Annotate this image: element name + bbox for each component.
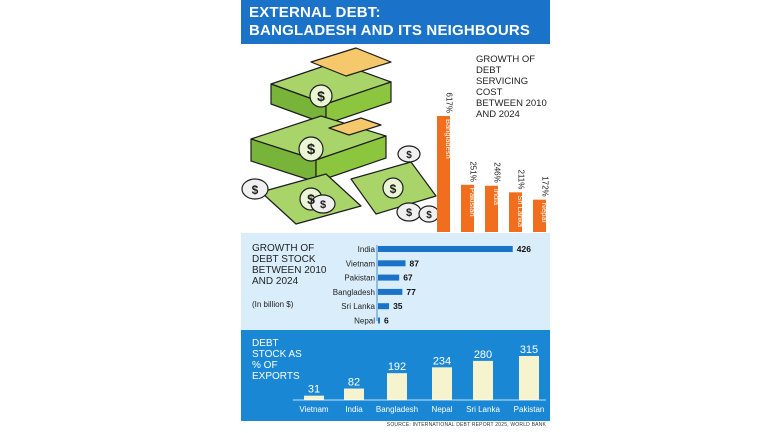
value-label-india: 82 (348, 377, 360, 389)
debt-stock-chart-title: GROWTH OF DEBT STOCK BETWEEN 2010 AND 20… (252, 243, 327, 287)
category-label-bangladesh: Bangladesh (333, 288, 375, 297)
title-bar: EXTERNAL DEBT: BANGLADESH AND ITS NEIGHB… (241, 0, 550, 44)
svg-text:$: $ (426, 210, 432, 221)
debt-exports-section: DEBT STOCK AS % OF EXPORTS 31 Vietnam 82 In… (241, 330, 550, 421)
svg-text:$: $ (320, 199, 326, 211)
debt-exports-chart-title: DEBT STOCK AS % OF EXPORTS (252, 338, 302, 382)
value-label-bangladesh: 77 (406, 287, 416, 297)
category-label-bangladesh: Bangladesh (376, 405, 418, 414)
value-label-india: 426 (517, 244, 531, 254)
bar-vietnam (304, 395, 324, 400)
bar-sri-lanka (378, 303, 390, 310)
bar-vietnam (378, 260, 406, 267)
value-label-bangladesh: 192 (388, 361, 406, 373)
bar-pakistan (378, 274, 400, 281)
category-label-nepal: Nepal (354, 317, 375, 326)
category-label-india: India (345, 405, 363, 414)
debt-servicing-chart-title: GROWTH OF DEBT SERVICING COST BETWEEN 20… (476, 54, 547, 120)
category-label: Sri Lanka (516, 195, 525, 228)
bar-sri-lanka (473, 360, 493, 400)
debt-exports-bar-chart: 31 Vietnam 82 India 192 Bangladesh 234 Nepal 280… (293, 344, 546, 414)
title-line-1: EXTERNAL DEBT: (249, 4, 381, 21)
bar-bangladesh (387, 373, 407, 400)
title-line-2: BANGLADESH AND ITS NEIGHBOURS (249, 22, 531, 39)
debt-servicing-bar-chart: Bangladesh 617% Pakistan 251% India 246% Sri L… (437, 93, 550, 232)
svg-text:$: $ (406, 207, 412, 219)
source-bar: SOURCE: INTERNATIONAL DEBT REPORT 2025, … (241, 421, 550, 433)
category-label: Nepal (540, 203, 549, 223)
debt-stock-bar-chart: India 426 Vietnam 87 Pakistan 67 Bangladesh 77 S… (333, 244, 531, 326)
category-label: Bangladesh (444, 119, 453, 159)
page-title: EXTERNAL DEBT: BANGLADESH AND ITS NEIGHB… (249, 4, 530, 40)
bar-pakistan (519, 356, 539, 400)
category-label-pakistan: Pakistan (514, 405, 545, 414)
value-label-sri-lanka: 280 (474, 349, 492, 361)
debt-servicing-section: GROWTH OF DEBT SERVICING COST BETWEEN 20… (241, 44, 550, 233)
bar-nepal (378, 317, 380, 324)
value-label-sri-lanka: 35 (393, 301, 403, 311)
category-label-sri-lanka: Sri Lanka (341, 302, 375, 311)
bar-nepal (432, 367, 452, 400)
source-note: SOURCE: INTERNATIONAL DEBT REPORT 2025, … (386, 422, 546, 428)
value-label: 172% (541, 176, 550, 196)
value-label: 246% (493, 162, 502, 182)
category-label-india: India (358, 245, 376, 254)
svg-text:$: $ (317, 88, 325, 104)
bar-nepal (533, 199, 546, 232)
category-label: India (492, 189, 501, 206)
value-label-pakistan: 315 (520, 344, 538, 356)
money-stacks-and-dollar-coins-icon: $ $ $ $ $ $ $ $ $ (241, 47, 440, 225)
bar-pakistan (461, 184, 474, 232)
svg-text:$: $ (307, 141, 316, 158)
category-label-sri-lanka: Sri Lanka (466, 405, 500, 414)
value-label: 251% (469, 161, 478, 181)
debt-stock-section: GROWTH OF DEBT STOCK BETWEEN 2010 AND 20… (241, 233, 550, 330)
svg-text:$: $ (307, 191, 315, 207)
value-label: 617% (445, 93, 454, 113)
value-label-pakistan: 67 (403, 273, 413, 283)
category-label-vietnam: Vietnam (346, 259, 376, 268)
value-label-nepal: 234 (433, 355, 451, 367)
svg-text:$: $ (390, 182, 397, 196)
value-label-nepal: 6 (384, 316, 389, 326)
infographic-poster: EXTERNAL DEBT: BANGLADESH AND ITS NEIGHB… (241, 0, 550, 433)
bar-india (344, 388, 364, 400)
bar-bangladesh (378, 288, 403, 295)
value-label-vietnam: 31 (308, 384, 320, 396)
value-label: 211% (517, 169, 526, 189)
debt-stock-unit-label: (In billion $) (252, 300, 294, 309)
category-label-vietnam: Vietnam (299, 405, 329, 414)
value-label-vietnam: 87 (410, 258, 420, 268)
bar-india (485, 185, 498, 232)
svg-text:$: $ (252, 183, 259, 197)
category-label-nepal: Nepal (432, 405, 453, 414)
bar-sri-lanka (509, 192, 522, 232)
svg-text:$: $ (406, 150, 412, 161)
bar-bangladesh (437, 116, 450, 232)
category-label-pakistan: Pakistan (344, 274, 375, 283)
category-label: Pakistan (468, 188, 477, 217)
bar-india (378, 246, 513, 252)
